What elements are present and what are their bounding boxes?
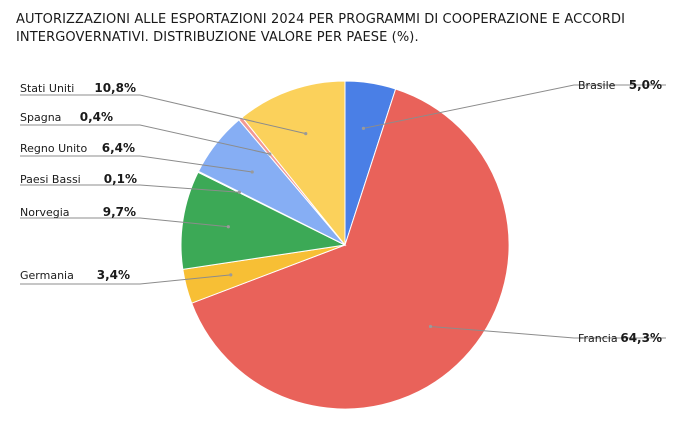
slice-label-francia: Francia: [578, 332, 618, 345]
leader-line-regno-unito: [20, 155, 253, 173]
leader-dot-stati-uniti: [304, 132, 308, 136]
slice-value-regno-unito: 6,4%: [102, 141, 135, 155]
slice-value-francia: 64,3%: [620, 331, 662, 345]
slice-label-spagna: Spagna: [20, 111, 61, 124]
pie-slice-stati-uniti: [241, 80, 346, 247]
slice-label-stati-uniti: Stati Uniti: [20, 82, 74, 95]
slice-value-norvegia: 9,7%: [103, 205, 136, 219]
leader-line-stati-uniti: [20, 94, 306, 135]
chart-title: AUTORIZZAZIONI ALLE ESPORTAZIONI 2024 PE…: [16, 12, 626, 45]
leader-line-norvegia: [20, 217, 229, 228]
leader-line-paesi-bassi: [20, 184, 240, 193]
slice-label-regno-unito: Regno Unito: [20, 142, 87, 155]
slice-value-spagna: 0,4%: [80, 110, 113, 124]
leader-dot-paesi-bassi: [237, 190, 241, 194]
pie-slice-francia: [191, 88, 510, 410]
leader-dot-regno-unito: [250, 170, 254, 174]
pie-slice-norvegia: [180, 171, 347, 270]
leader-dot-spagna: [268, 152, 272, 156]
slice-value-germania: 3,4%: [97, 268, 130, 282]
leader-dot-norvegia: [226, 225, 230, 229]
slice-label-germania: Germania: [20, 269, 74, 282]
leader-line-germania: [20, 274, 231, 285]
slice-label-norvegia: Norvegia: [20, 206, 70, 219]
slice-value-paesi-bassi: 0,1%: [104, 172, 137, 186]
leader-lines: [20, 84, 666, 339]
slice-value-stati-uniti: 10,8%: [94, 81, 136, 95]
slice-labels: Brasile 5,0% Francia 64,3% Germania 3,4% Norve…: [20, 78, 662, 345]
leader-line-francia: [430, 325, 666, 339]
slice-label-paesi-bassi: Paesi Bassi: [20, 173, 81, 186]
leader-line-spagna: [20, 124, 270, 155]
leader-dot-francia: [428, 324, 433, 329]
leader-line-brasile: [363, 84, 666, 129]
leader-dot-germania: [229, 273, 233, 277]
leader-dot-brasile: [361, 126, 366, 130]
pie-slices: [180, 80, 510, 410]
slice-value-brasile: 5,0%: [629, 78, 662, 92]
slice-label-brasile: Brasile: [578, 79, 616, 92]
